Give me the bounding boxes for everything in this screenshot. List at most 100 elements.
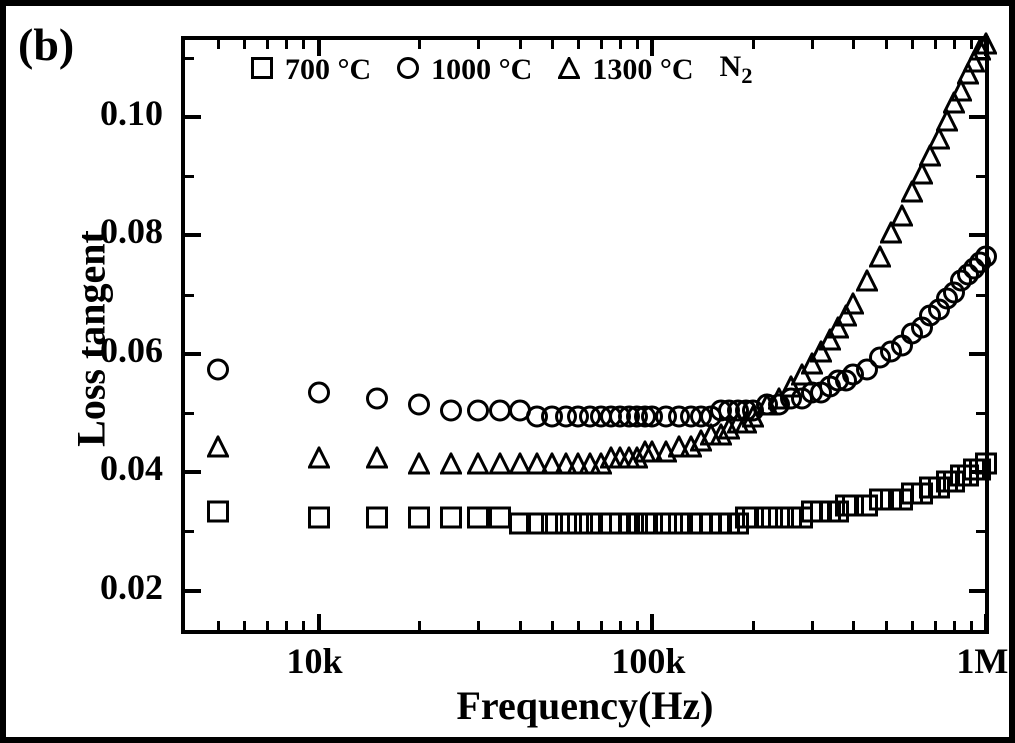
data-point-square: [207, 500, 229, 527]
x-tick-minor: [217, 621, 220, 630]
y-tick-major: [185, 589, 201, 593]
x-tick-minor: [752, 40, 755, 49]
x-tick-minor: [934, 621, 937, 630]
x-tick-minor: [302, 621, 305, 630]
legend-item: 1000 °C: [397, 53, 532, 87]
x-tick-minor: [911, 40, 914, 49]
data-point-triangle: [408, 453, 430, 480]
x-tick-label: 10k: [287, 640, 343, 682]
figure-container: (b) Loss tangent Frequency(Hz) 700 °C100…: [0, 0, 1015, 743]
legend-item: 1300 °C: [558, 53, 693, 87]
y-tick-major: [185, 115, 201, 119]
legend-item: 700 °C: [251, 53, 371, 87]
x-tick-minor: [953, 40, 956, 49]
legend-label: 1300 °C: [592, 53, 693, 87]
legend-label: 700 °C: [285, 53, 371, 87]
plot-area: [181, 36, 989, 634]
y-tick-major: [185, 233, 201, 237]
x-tick-minor: [636, 40, 639, 49]
data-point-triangle: [308, 447, 330, 474]
data-point-square: [440, 506, 462, 533]
y-tick-minor: [976, 412, 985, 415]
x-tick-minor: [302, 40, 305, 49]
x-tick-minor: [811, 40, 814, 49]
x-tick-minor: [266, 40, 269, 49]
data-point-square: [308, 506, 330, 533]
y-tick-label: 0.06: [100, 329, 163, 371]
x-tick-minor: [577, 621, 580, 630]
y-tick-minor: [185, 412, 194, 415]
y-tick-minor: [976, 175, 985, 178]
data-point-circle: [408, 394, 430, 421]
data-point-circle: [207, 358, 229, 385]
data-point-triangle: [467, 453, 489, 480]
x-tick-major: [984, 614, 988, 630]
y-tick-label: 0.08: [100, 210, 163, 252]
x-tick-minor: [619, 621, 622, 630]
x-tick-minor: [752, 621, 755, 630]
legend-label: 1000 °C: [431, 53, 532, 87]
x-tick-major: [650, 614, 654, 630]
x-tick-label: 1M: [956, 640, 1008, 682]
x-tick-minor: [911, 621, 914, 630]
y-tick-major: [185, 352, 201, 356]
data-point-square: [975, 453, 997, 480]
data-point-triangle: [891, 204, 913, 231]
data-point-triangle: [975, 32, 997, 59]
data-point-triangle: [869, 246, 891, 273]
x-tick-minor: [266, 621, 269, 630]
data-point-square: [366, 506, 388, 533]
y-tick-major: [969, 352, 985, 356]
x-tick-minor: [243, 40, 246, 49]
data-point-circle: [308, 382, 330, 409]
x-tick-minor: [519, 621, 522, 630]
legend-marker-triangle-icon: [558, 53, 580, 87]
x-tick-minor: [636, 621, 639, 630]
data-point-triangle: [207, 435, 229, 462]
x-tick-label: 100k: [611, 640, 685, 682]
y-tick-major: [969, 233, 985, 237]
x-tick-minor: [934, 40, 937, 49]
legend-extra-label: N2: [720, 50, 753, 89]
y-tick-major: [969, 589, 985, 593]
x-tick-minor: [418, 40, 421, 49]
data-point-triangle: [856, 269, 878, 296]
x-tick-minor: [551, 621, 554, 630]
y-tick-major: [969, 115, 985, 119]
x-tick-minor: [852, 40, 855, 49]
y-tick-minor: [976, 530, 985, 533]
y-tick-minor: [185, 175, 194, 178]
x-tick-minor: [285, 40, 288, 49]
x-tick-minor: [852, 621, 855, 630]
x-tick-minor: [953, 621, 956, 630]
x-tick-minor: [551, 40, 554, 49]
y-tick-minor: [185, 294, 194, 297]
data-point-circle: [440, 400, 462, 427]
x-tick-minor: [885, 40, 888, 49]
data-point-triangle: [440, 453, 462, 480]
data-point-circle: [467, 400, 489, 427]
panel-label: (b): [18, 18, 74, 71]
data-point-triangle: [366, 447, 388, 474]
x-tick-minor: [811, 621, 814, 630]
y-tick-minor: [976, 294, 985, 297]
data-point-square: [408, 506, 430, 533]
x-tick-minor: [285, 621, 288, 630]
x-tick-minor: [418, 621, 421, 630]
x-tick-minor: [519, 40, 522, 49]
x-tick-minor: [217, 40, 220, 49]
y-tick-label: 0.02: [100, 566, 163, 608]
x-tick-minor: [600, 40, 603, 49]
x-tick-major: [317, 614, 321, 630]
data-point-square: [467, 506, 489, 533]
x-tick-minor: [619, 40, 622, 49]
y-tick-label: 0.04: [100, 447, 163, 489]
data-point-circle: [975, 246, 997, 273]
y-tick-label: 0.10: [100, 92, 163, 134]
x-tick-minor: [600, 621, 603, 630]
x-tick-minor: [243, 621, 246, 630]
data-point-triangle: [842, 293, 864, 320]
y-tick-major: [185, 470, 201, 474]
x-axis-label: Frequency(Hz): [435, 682, 735, 729]
x-tick-minor: [577, 40, 580, 49]
